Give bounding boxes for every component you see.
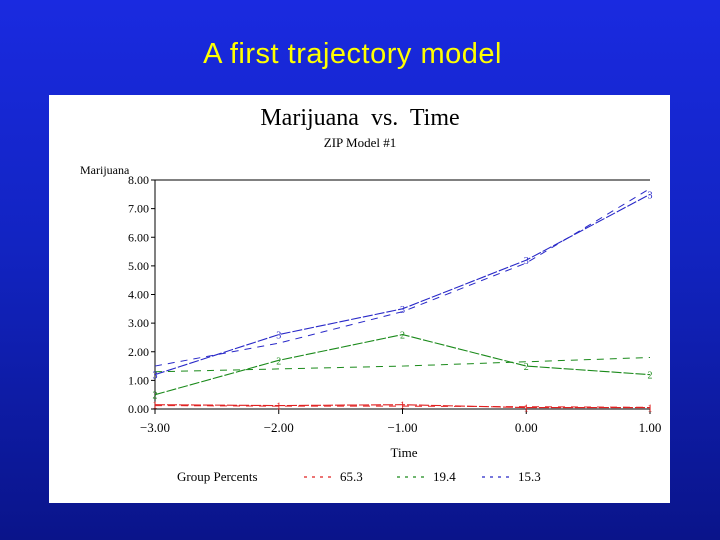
series-2-point: 3 xyxy=(524,256,529,267)
y-tick-label: 0.00 xyxy=(128,402,149,416)
legend-title: Group Percents xyxy=(177,469,258,484)
y-tick-label: 8.00 xyxy=(128,173,149,187)
series-1-point: 2 xyxy=(153,391,158,402)
legend-label-1: 19.4 xyxy=(433,469,456,484)
series-1-point: 2 xyxy=(524,362,529,373)
chart-axes: 0.00 1.00 2.00 3.00 4.00 5.00 6.00 7.00 8.00 −3.0… xyxy=(128,173,661,435)
legend-label-2: 15.3 xyxy=(518,469,541,484)
series-2-point: 3 xyxy=(276,331,281,342)
series-1-observed-line xyxy=(154,334,651,396)
series-0-point: 1 xyxy=(648,404,653,415)
series-0-observed-line xyxy=(154,404,650,409)
series-0-point: 1 xyxy=(276,402,281,413)
series-1-predicted-line xyxy=(154,356,651,373)
y-tick-label: 3.00 xyxy=(128,316,149,330)
legend: 65.3 19.4 15.3 xyxy=(304,469,541,484)
series-0-predicted-line xyxy=(154,405,651,408)
chart-panel: Marijuana vs. Time ZIP Model #1 Marijuan… xyxy=(49,95,670,503)
series-1-point: 2 xyxy=(400,331,405,342)
y-tick-label: 6.00 xyxy=(128,230,149,244)
x-axis-label: Time xyxy=(391,445,418,460)
y-tick-label: 2.00 xyxy=(128,345,149,359)
legend-label-0: 65.3 xyxy=(340,469,363,484)
x-tick-label: 1.00 xyxy=(639,420,662,435)
chart-subtitle: ZIP Model #1 xyxy=(324,135,396,150)
series-0-point: 1 xyxy=(153,401,158,412)
y-tick-label: 7.00 xyxy=(128,202,149,216)
series-0-point: 1 xyxy=(400,401,405,412)
series-2-point: 3 xyxy=(648,190,653,201)
x-tick-label: −1.00 xyxy=(387,420,417,435)
series-2-observed-line xyxy=(154,193,651,376)
series-1-point: 2 xyxy=(648,371,653,382)
slide-title: A first trajectory model xyxy=(203,38,502,70)
x-tick-label: 0.00 xyxy=(515,420,538,435)
series-2-point: 3 xyxy=(400,305,405,316)
y-axis-label: Marijuana xyxy=(80,163,130,177)
x-tick-label: −2.00 xyxy=(264,420,294,435)
y-tick-label: 4.00 xyxy=(128,288,149,302)
series-2-point: 3 xyxy=(153,371,158,382)
x-tick-label: −3.00 xyxy=(140,420,170,435)
series-0-point: 1 xyxy=(524,404,529,415)
chart-title: Marijuana vs. Time xyxy=(260,105,459,131)
y-tick-label: 1.00 xyxy=(128,373,149,387)
series-1-point: 2 xyxy=(276,356,281,367)
trajectory-chart: Marijuana vs. Time ZIP Model #1 Marijuan… xyxy=(80,105,661,484)
y-tick-label: 5.00 xyxy=(128,259,149,273)
